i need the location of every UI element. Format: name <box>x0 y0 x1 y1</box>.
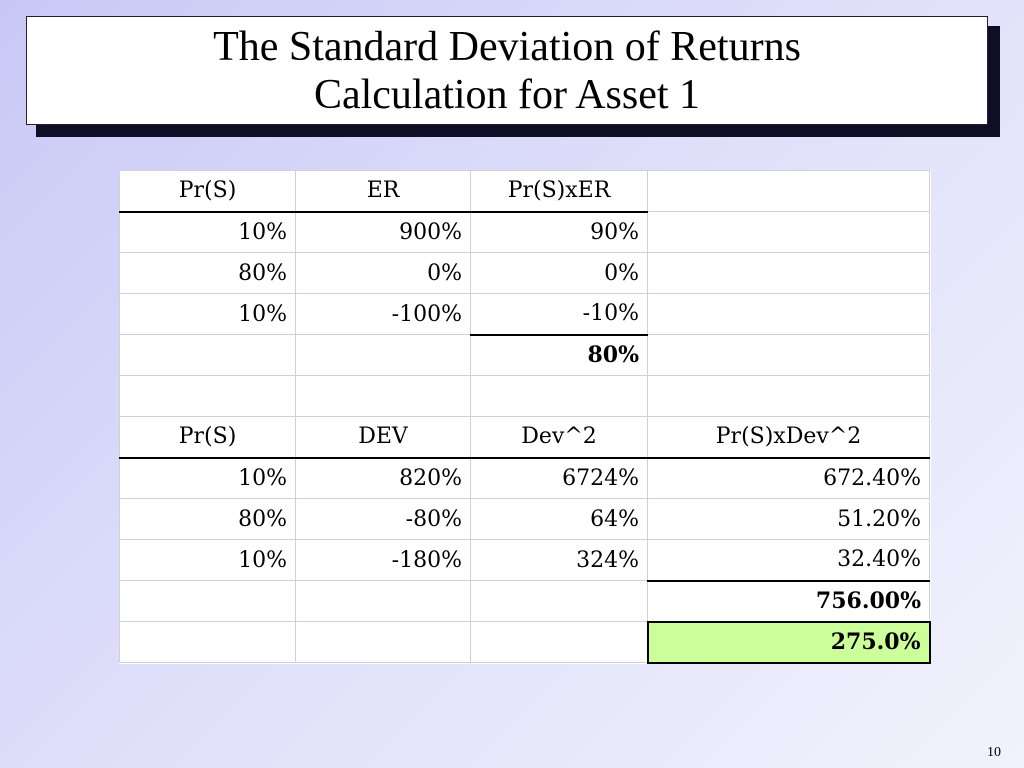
table1-row: 80% 0% 0% <box>119 252 930 294</box>
expected-return-total[interactable]: 80% <box>470 334 648 376</box>
empty-cell[interactable] <box>119 580 296 622</box>
empty-cell[interactable] <box>647 170 930 212</box>
header-er[interactable]: ER <box>295 170 471 213</box>
empty-cell[interactable] <box>470 375 648 417</box>
cell-dev[interactable]: -180% <box>295 539 471 581</box>
empty-cell[interactable] <box>295 580 471 622</box>
cell-pr-s-x-er[interactable]: -10% <box>470 293 648 336</box>
cell-dev-squared[interactable]: 64% <box>470 498 648 540</box>
table2-std-dev-row: 275.0% <box>119 620 931 664</box>
table2-row: 10% -180% 324% 32.40% <box>119 539 930 582</box>
empty-cell[interactable] <box>647 293 930 335</box>
table2-header-row: Pr(S) DEV Dev^2 Pr(S)xDev^2 <box>119 416 930 459</box>
cell-pr-s-x-er[interactable]: 0% <box>470 252 648 294</box>
empty-cell[interactable] <box>647 334 930 376</box>
slide-title-line-2: Calculation for Asset 1 <box>313 71 701 118</box>
calculation-spreadsheet: Pr(S) ER Pr(S)xER 10% 900% 90% 80% 0% 0%… <box>119 170 931 664</box>
cell-dev-squared[interactable]: 6724% <box>470 457 648 499</box>
cell-pr-s[interactable]: 10% <box>119 293 296 335</box>
empty-cell[interactable] <box>647 252 930 294</box>
cell-er[interactable]: -100% <box>295 293 471 335</box>
slide-title-line-1: The Standard Deviation of Returns <box>213 23 801 70</box>
cell-er[interactable]: 900% <box>295 211 471 253</box>
standard-deviation-result[interactable]: 275.0% <box>646 620 931 664</box>
cell-pr-s-x-dev-squared[interactable]: 32.40% <box>647 539 930 582</box>
empty-cell[interactable] <box>295 334 471 376</box>
cell-pr-s[interactable]: 80% <box>119 498 296 540</box>
cell-pr-s[interactable]: 10% <box>119 539 296 581</box>
empty-cell[interactable] <box>295 621 471 663</box>
empty-cell[interactable] <box>119 334 296 376</box>
spacer-row <box>119 375 930 417</box>
table2-row: 10% 820% 6724% 672.40% <box>119 457 930 499</box>
header-pr-s-x-er[interactable]: Pr(S)xER <box>470 170 648 213</box>
table1-row: 10% -100% -10% <box>119 293 930 336</box>
cell-pr-s[interactable]: 10% <box>119 211 296 253</box>
empty-cell[interactable] <box>119 375 296 417</box>
empty-cell[interactable] <box>470 580 648 622</box>
empty-cell[interactable] <box>647 375 930 417</box>
header-pr-s-x-dev-squared[interactable]: Pr(S)xDev^2 <box>647 416 930 459</box>
header-dev-squared[interactable]: Dev^2 <box>470 416 648 459</box>
cell-pr-s-x-er[interactable]: 90% <box>470 211 648 253</box>
table1-row: 10% 900% 90% <box>119 211 930 253</box>
cell-dev[interactable]: -80% <box>295 498 471 540</box>
cell-pr-s-x-dev-squared[interactable]: 51.20% <box>647 498 930 540</box>
header-dev[interactable]: DEV <box>295 416 471 459</box>
table2-variance-row: 756.00% <box>119 580 930 622</box>
cell-dev[interactable]: 820% <box>295 457 471 499</box>
cell-pr-s-x-dev-squared[interactable]: 672.40% <box>647 457 930 499</box>
cell-dev-squared[interactable]: 324% <box>470 539 648 581</box>
cell-pr-s[interactable]: 80% <box>119 252 296 294</box>
header-pr-s[interactable]: Pr(S) <box>119 170 296 213</box>
title-box: The Standard Deviation of Returns Calcul… <box>26 16 988 125</box>
table1-header-row: Pr(S) ER Pr(S)xER <box>119 170 930 213</box>
cell-er[interactable]: 0% <box>295 252 471 294</box>
empty-cell[interactable] <box>647 211 930 253</box>
empty-cell[interactable] <box>470 621 648 663</box>
empty-cell[interactable] <box>295 375 471 417</box>
empty-cell[interactable] <box>119 621 296 663</box>
table2-row: 80% -80% 64% 51.20% <box>119 498 930 540</box>
table1-total-row: 80% <box>119 334 930 376</box>
cell-pr-s[interactable]: 10% <box>119 457 296 499</box>
page-number: 10 <box>987 745 1001 760</box>
variance-total[interactable]: 756.00% <box>647 580 930 622</box>
header-pr-s[interactable]: Pr(S) <box>119 416 296 459</box>
